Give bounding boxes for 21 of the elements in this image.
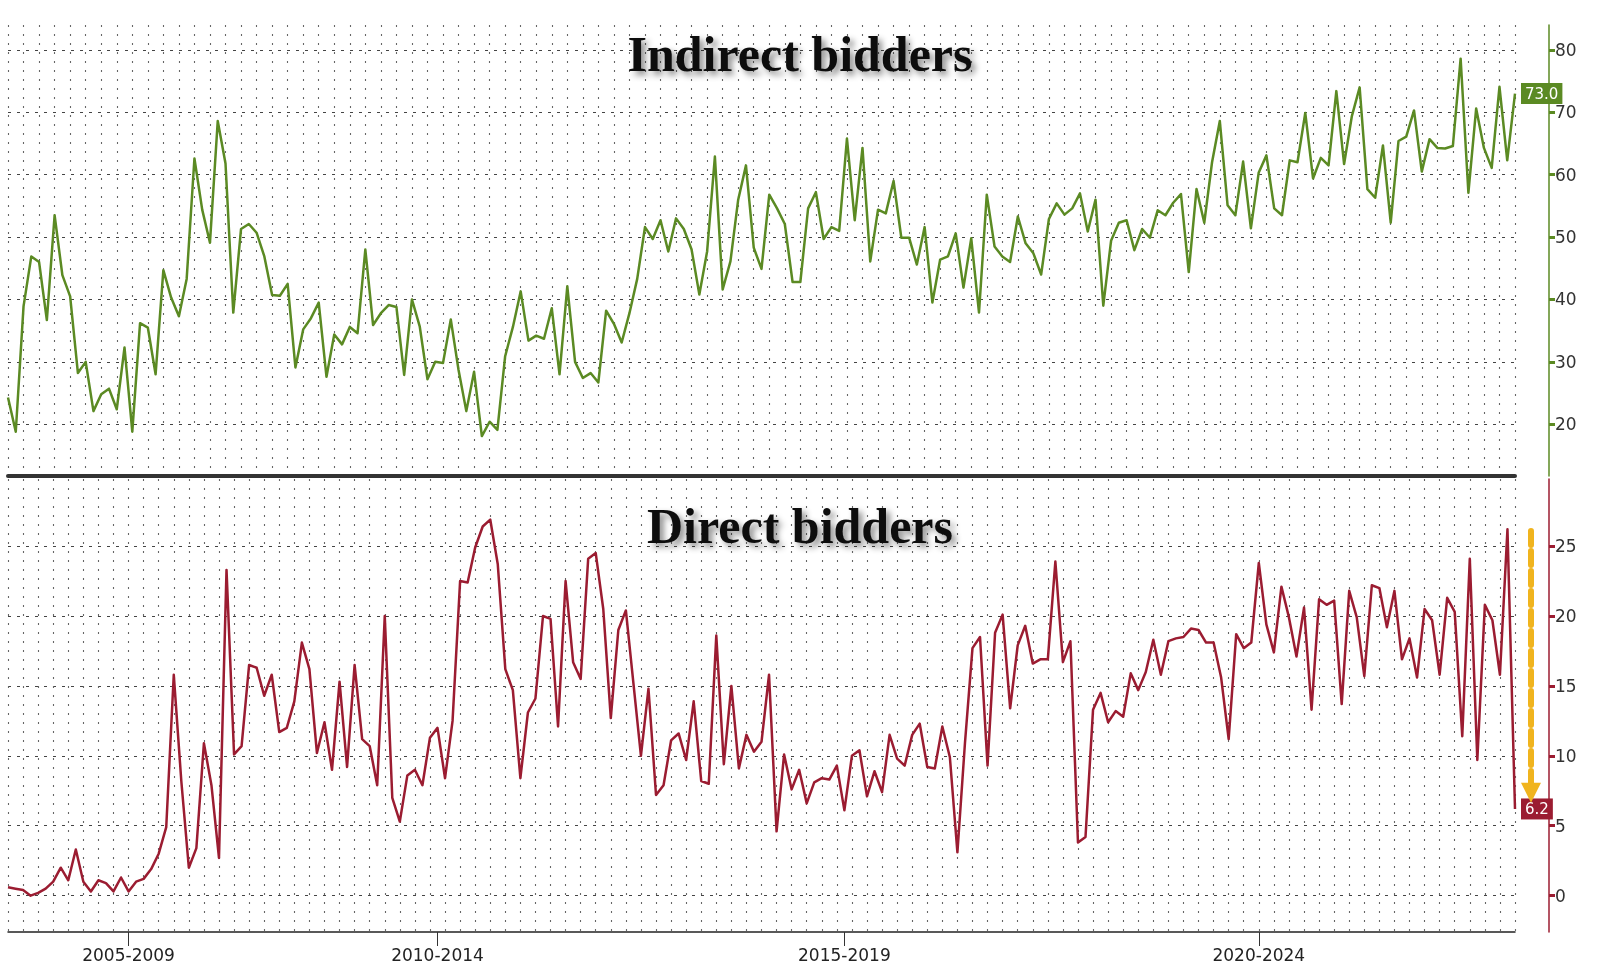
x-tick-label: 2015-2019: [798, 944, 891, 965]
y-tick-label: 40: [1555, 289, 1577, 310]
y-tick-label: 70: [1555, 102, 1577, 123]
y-tick-label: 20: [1555, 606, 1577, 627]
y-tick-label: 50: [1555, 227, 1577, 248]
y-tick-label: 15: [1555, 675, 1577, 696]
chart-title: Direct bidders: [647, 498, 953, 554]
y-tick-label: 5: [1555, 815, 1566, 836]
y-tick-label: 25: [1555, 536, 1577, 557]
y-tick-label: 80: [1555, 39, 1577, 60]
y-tick-label: 20: [1555, 414, 1577, 435]
data-label: 73.0: [1525, 84, 1559, 103]
data-label: 6.2: [1525, 799, 1549, 818]
x-tick-label: 2005-2009: [82, 944, 175, 965]
y-tick-label: 10: [1555, 745, 1577, 766]
y-tick-label: 0: [1555, 885, 1566, 906]
x-tick-label: 2010-2014: [391, 944, 484, 965]
y-tick-label: 60: [1555, 164, 1577, 185]
chart-title: Indirect bidders: [627, 26, 973, 82]
x-tick-label: 2020-2024: [1212, 944, 1306, 965]
y-tick-label: 30: [1555, 351, 1577, 372]
